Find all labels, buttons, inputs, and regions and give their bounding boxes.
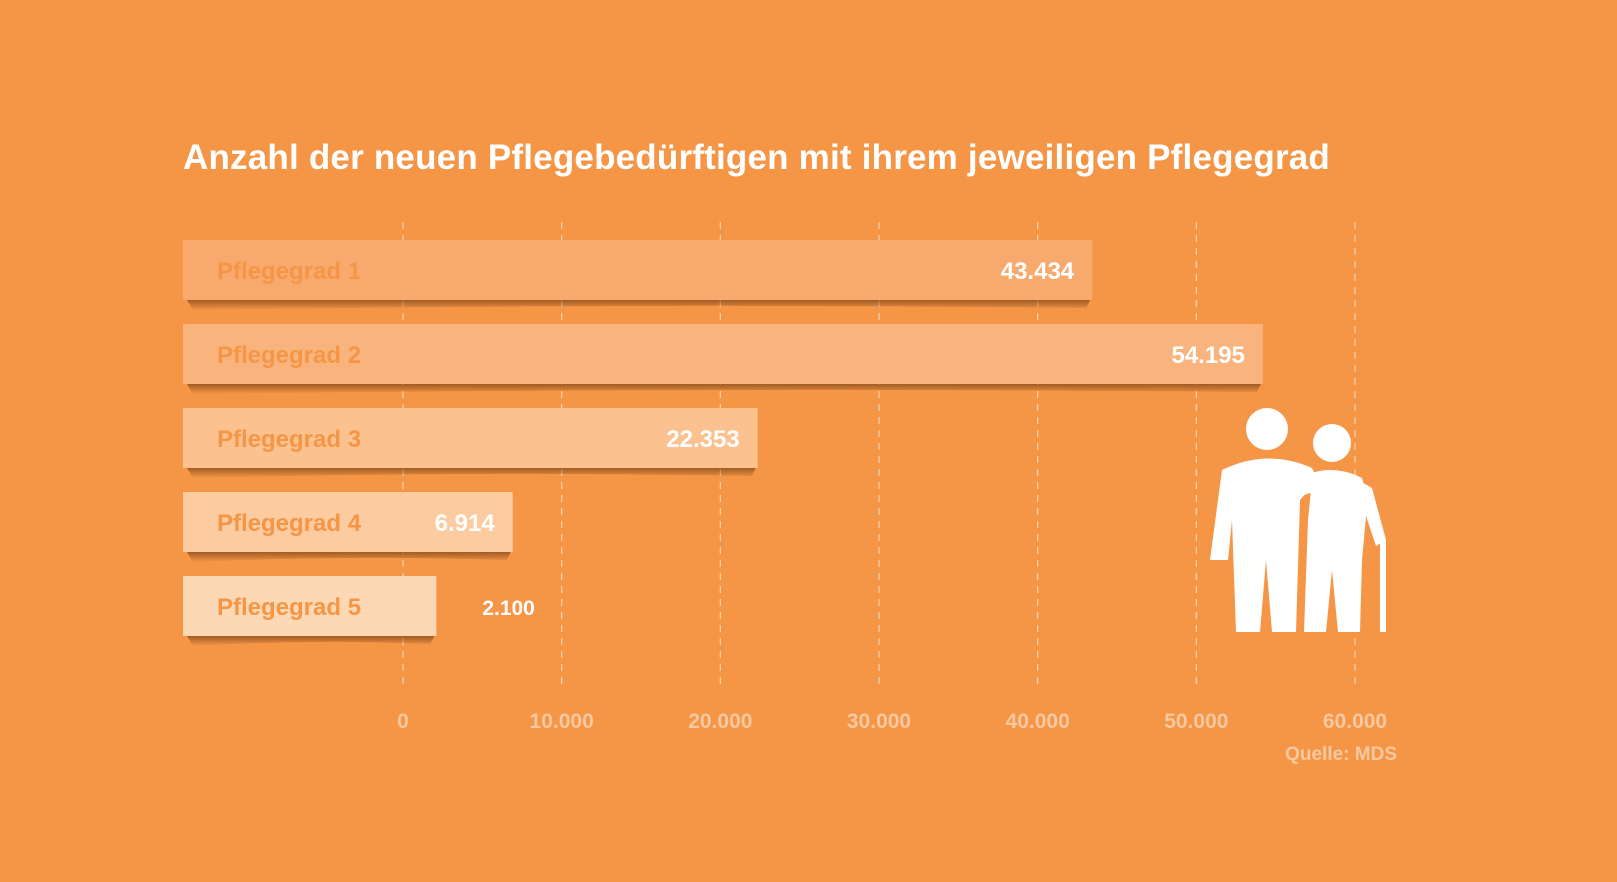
value-label: 2.100 [482, 597, 535, 620]
x-tick-label: 10.000 [530, 710, 594, 733]
x-tick-label: 20.000 [688, 710, 752, 733]
bar [403, 240, 1093, 300]
x-tick-label: 30.000 [847, 710, 911, 733]
category-label: Pflegegrad 1 [217, 258, 361, 285]
chart-title: Anzahl der neuen Pflegebedürftigen mit i… [183, 138, 1331, 177]
x-tick-label: 50.000 [1164, 710, 1228, 733]
category-label: Pflegegrad 4 [217, 510, 362, 537]
elderly-couple-icon [1210, 408, 1386, 632]
bar-group: Pflegegrad 1 43.434 [183, 240, 1093, 310]
bar-group: Pflegegrad 4 6.914 [183, 492, 513, 562]
value-label: 6.914 [435, 510, 496, 537]
category-tab [183, 576, 403, 636]
category-tab [183, 240, 403, 300]
x-tick-label: 40.000 [1006, 710, 1070, 733]
bar-shadow [187, 384, 1261, 394]
bar [403, 408, 758, 468]
x-axis-ticks: 0 10.000 20.000 30.000 40.000 50.000 60.000 [397, 710, 1387, 733]
value-label: 22.353 [666, 426, 739, 453]
bar-shadow [187, 468, 756, 478]
category-label: Pflegegrad 3 [217, 426, 361, 453]
bar-shadow [187, 300, 1091, 310]
category-tab [183, 324, 403, 384]
x-tick-label: 60.000 [1323, 710, 1387, 733]
bar-group: Pflegegrad 5 2.100 [183, 576, 535, 646]
bar [403, 492, 513, 552]
category-tab [183, 492, 403, 552]
x-tick-label: 0 [397, 710, 409, 733]
bar-group: Pflegegrad 2 54.195 [183, 324, 1263, 394]
bar [403, 324, 1263, 384]
bar-shadow [187, 552, 511, 562]
category-label: Pflegegrad 5 [217, 594, 361, 621]
value-label: 43.434 [1001, 258, 1075, 285]
category-label: Pflegegrad 2 [217, 342, 361, 369]
value-label: 54.195 [1171, 342, 1244, 369]
bar-shadow [187, 636, 435, 646]
bar [403, 576, 437, 636]
source-note: Quelle: MDS [1285, 744, 1397, 765]
category-tab [183, 408, 403, 468]
bar-group: Pflegegrad 3 22.353 [183, 408, 758, 478]
